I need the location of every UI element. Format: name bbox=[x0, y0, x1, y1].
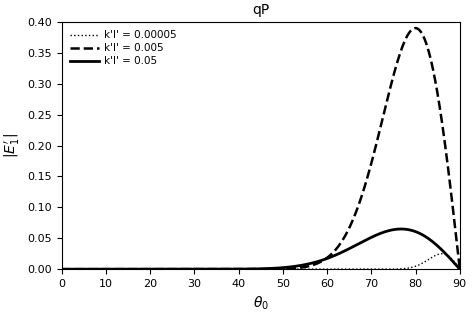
k'l' = 0.05 bbox=[372, 234, 378, 238]
k'l' = 0.05 bbox=[252, 267, 258, 271]
k'l' = 0.005 bbox=[446, 167, 451, 171]
k'l' = 0.05 bbox=[446, 254, 451, 258]
k'l' = 0.00005 bbox=[372, 267, 378, 271]
k'l' = 0.005 bbox=[252, 267, 258, 271]
k'l' = 0.00005 bbox=[79, 267, 85, 271]
k'l' = 0.00005 bbox=[59, 267, 64, 271]
k'l' = 0.005 bbox=[457, 267, 463, 271]
k'l' = 0.00005 bbox=[242, 267, 247, 271]
Title: qP: qP bbox=[252, 3, 269, 17]
k'l' = 0.05 bbox=[398, 227, 404, 231]
Y-axis label: $|E^{\prime}_1|$: $|E^{\prime}_1|$ bbox=[2, 133, 22, 158]
k'l' = 0.005 bbox=[59, 267, 64, 271]
k'l' = 0.005 bbox=[242, 267, 247, 271]
k'l' = 0.00005 bbox=[446, 254, 451, 258]
Line: k'l' = 0.05: k'l' = 0.05 bbox=[62, 229, 460, 269]
k'l' = 0.005 bbox=[446, 169, 451, 173]
k'l' = 0.05 bbox=[457, 267, 463, 271]
k'l' = 0.00005 bbox=[439, 252, 445, 256]
X-axis label: $\theta_0$: $\theta_0$ bbox=[253, 295, 269, 312]
Legend: k'l' = 0.00005, k'l' = 0.005, k'l' = 0.05: k'l' = 0.00005, k'l' = 0.005, k'l' = 0.0… bbox=[67, 27, 180, 69]
k'l' = 0.00005 bbox=[446, 254, 451, 258]
Line: k'l' = 0.005: k'l' = 0.005 bbox=[62, 28, 460, 269]
Line: k'l' = 0.00005: k'l' = 0.00005 bbox=[62, 254, 460, 269]
k'l' = 0.00005 bbox=[252, 267, 258, 271]
k'l' = 0.05 bbox=[242, 267, 247, 271]
k'l' = 0.00005 bbox=[457, 267, 463, 271]
k'l' = 0.05 bbox=[59, 267, 64, 271]
k'l' = 0.005 bbox=[79, 267, 85, 271]
k'l' = 0.005 bbox=[412, 26, 418, 30]
k'l' = 0.005 bbox=[372, 147, 378, 151]
k'l' = 0.05 bbox=[79, 267, 85, 271]
k'l' = 0.05 bbox=[446, 255, 451, 259]
